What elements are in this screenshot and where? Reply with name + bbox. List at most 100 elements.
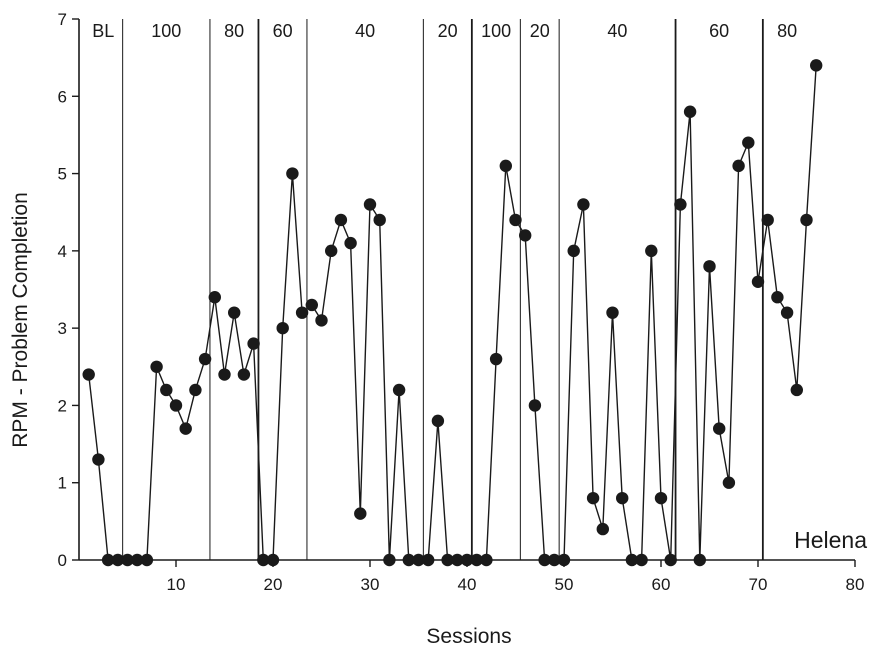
phase-label: 20 <box>438 21 458 41</box>
data-point <box>751 275 765 288</box>
data-point <box>810 59 823 72</box>
data-point <box>538 553 551 567</box>
data-point <box>160 383 173 397</box>
data-point <box>131 553 144 567</box>
data-point <box>761 213 774 227</box>
data-point <box>208 291 221 304</box>
phase-lines <box>122 19 764 560</box>
phase-labels: BL 100 80 60 40 20 100 20 40 60 80 <box>92 21 797 41</box>
data-point <box>392 383 406 397</box>
data-point <box>383 553 396 567</box>
y-tick-label: 6 <box>58 87 67 106</box>
data-point <box>121 553 134 567</box>
phase-label: 60 <box>273 21 293 41</box>
data-point <box>596 522 609 536</box>
y-axis-label: RPM - Problem Completion <box>9 192 32 448</box>
data-point <box>373 213 386 227</box>
data-point <box>266 553 280 567</box>
phase-label: BL <box>92 21 114 41</box>
data-point <box>257 553 270 567</box>
data-point <box>674 198 687 211</box>
phase-label: 20 <box>530 21 550 41</box>
y-tick-label: 4 <box>58 242 67 261</box>
y-ticks: 0 1 2 3 4 5 6 7 <box>58 10 79 570</box>
data-point <box>354 507 367 520</box>
phase-label: 80 <box>777 21 797 41</box>
axes <box>78 19 855 561</box>
data-point <box>548 553 561 567</box>
y-tick-label: 7 <box>58 10 67 29</box>
data-point <box>557 553 571 567</box>
data-point <box>402 553 415 567</box>
data-point <box>82 368 95 381</box>
data-point <box>742 136 755 149</box>
phase-label: 100 <box>151 21 181 41</box>
data-point <box>683 105 697 118</box>
data-point <box>237 368 251 381</box>
x-tick-label: 30 <box>361 575 380 594</box>
data-point <box>422 553 435 567</box>
x-axis-label: Sessions <box>426 625 511 648</box>
y-tick-label: 0 <box>58 551 67 570</box>
data-point <box>179 422 192 435</box>
series-line <box>88 65 817 561</box>
data-point <box>635 553 648 567</box>
data-point <box>606 306 619 319</box>
phase-label: 80 <box>224 21 244 41</box>
data-point <box>664 553 677 567</box>
data-point <box>790 383 803 397</box>
data-point <box>771 291 784 304</box>
x-tick-label: 40 <box>458 575 477 594</box>
data-point <box>344 236 357 250</box>
data-point <box>325 244 338 258</box>
x-tick-label: 70 <box>749 575 768 594</box>
data-point <box>654 491 668 505</box>
x-tick-label: 80 <box>846 575 865 594</box>
data-point <box>101 553 115 567</box>
data-point <box>713 422 726 435</box>
data-point <box>616 491 629 505</box>
data-point <box>519 229 532 242</box>
y-tick-label: 1 <box>58 474 67 493</box>
data-point <box>528 399 542 412</box>
data-point <box>189 383 202 397</box>
data-point <box>567 244 580 258</box>
data-point <box>305 298 318 312</box>
data-point <box>451 553 464 567</box>
data-point <box>228 306 241 319</box>
data-point <box>431 414 445 428</box>
data-point <box>140 553 154 567</box>
data-point <box>470 553 483 567</box>
data-point <box>334 213 348 227</box>
data-point <box>92 453 105 466</box>
data-point <box>693 553 706 567</box>
data-point <box>703 260 716 273</box>
data-point <box>169 399 183 412</box>
phase-label: 40 <box>607 21 627 41</box>
x-tick-label: 10 <box>167 575 186 594</box>
data-point <box>722 476 736 489</box>
data-point <box>800 213 813 227</box>
data-points <box>82 59 823 567</box>
data-point <box>286 167 299 180</box>
data-point <box>499 159 512 173</box>
data-point <box>295 306 309 319</box>
y-tick-label: 3 <box>58 319 67 338</box>
data-point <box>577 198 590 211</box>
data-point <box>441 553 454 567</box>
subject-label: Helena <box>794 527 867 553</box>
data-point <box>732 159 745 173</box>
data-point <box>625 553 639 567</box>
data-point <box>645 244 658 258</box>
data-point <box>412 553 425 567</box>
data-point <box>218 368 231 381</box>
data-point <box>150 360 163 373</box>
data-point <box>480 553 493 567</box>
data-point <box>247 337 260 350</box>
data-point <box>111 553 125 567</box>
data-point <box>315 314 328 327</box>
x-tick-label: 60 <box>652 575 671 594</box>
data-point <box>489 352 503 366</box>
y-tick-label: 2 <box>58 396 67 415</box>
